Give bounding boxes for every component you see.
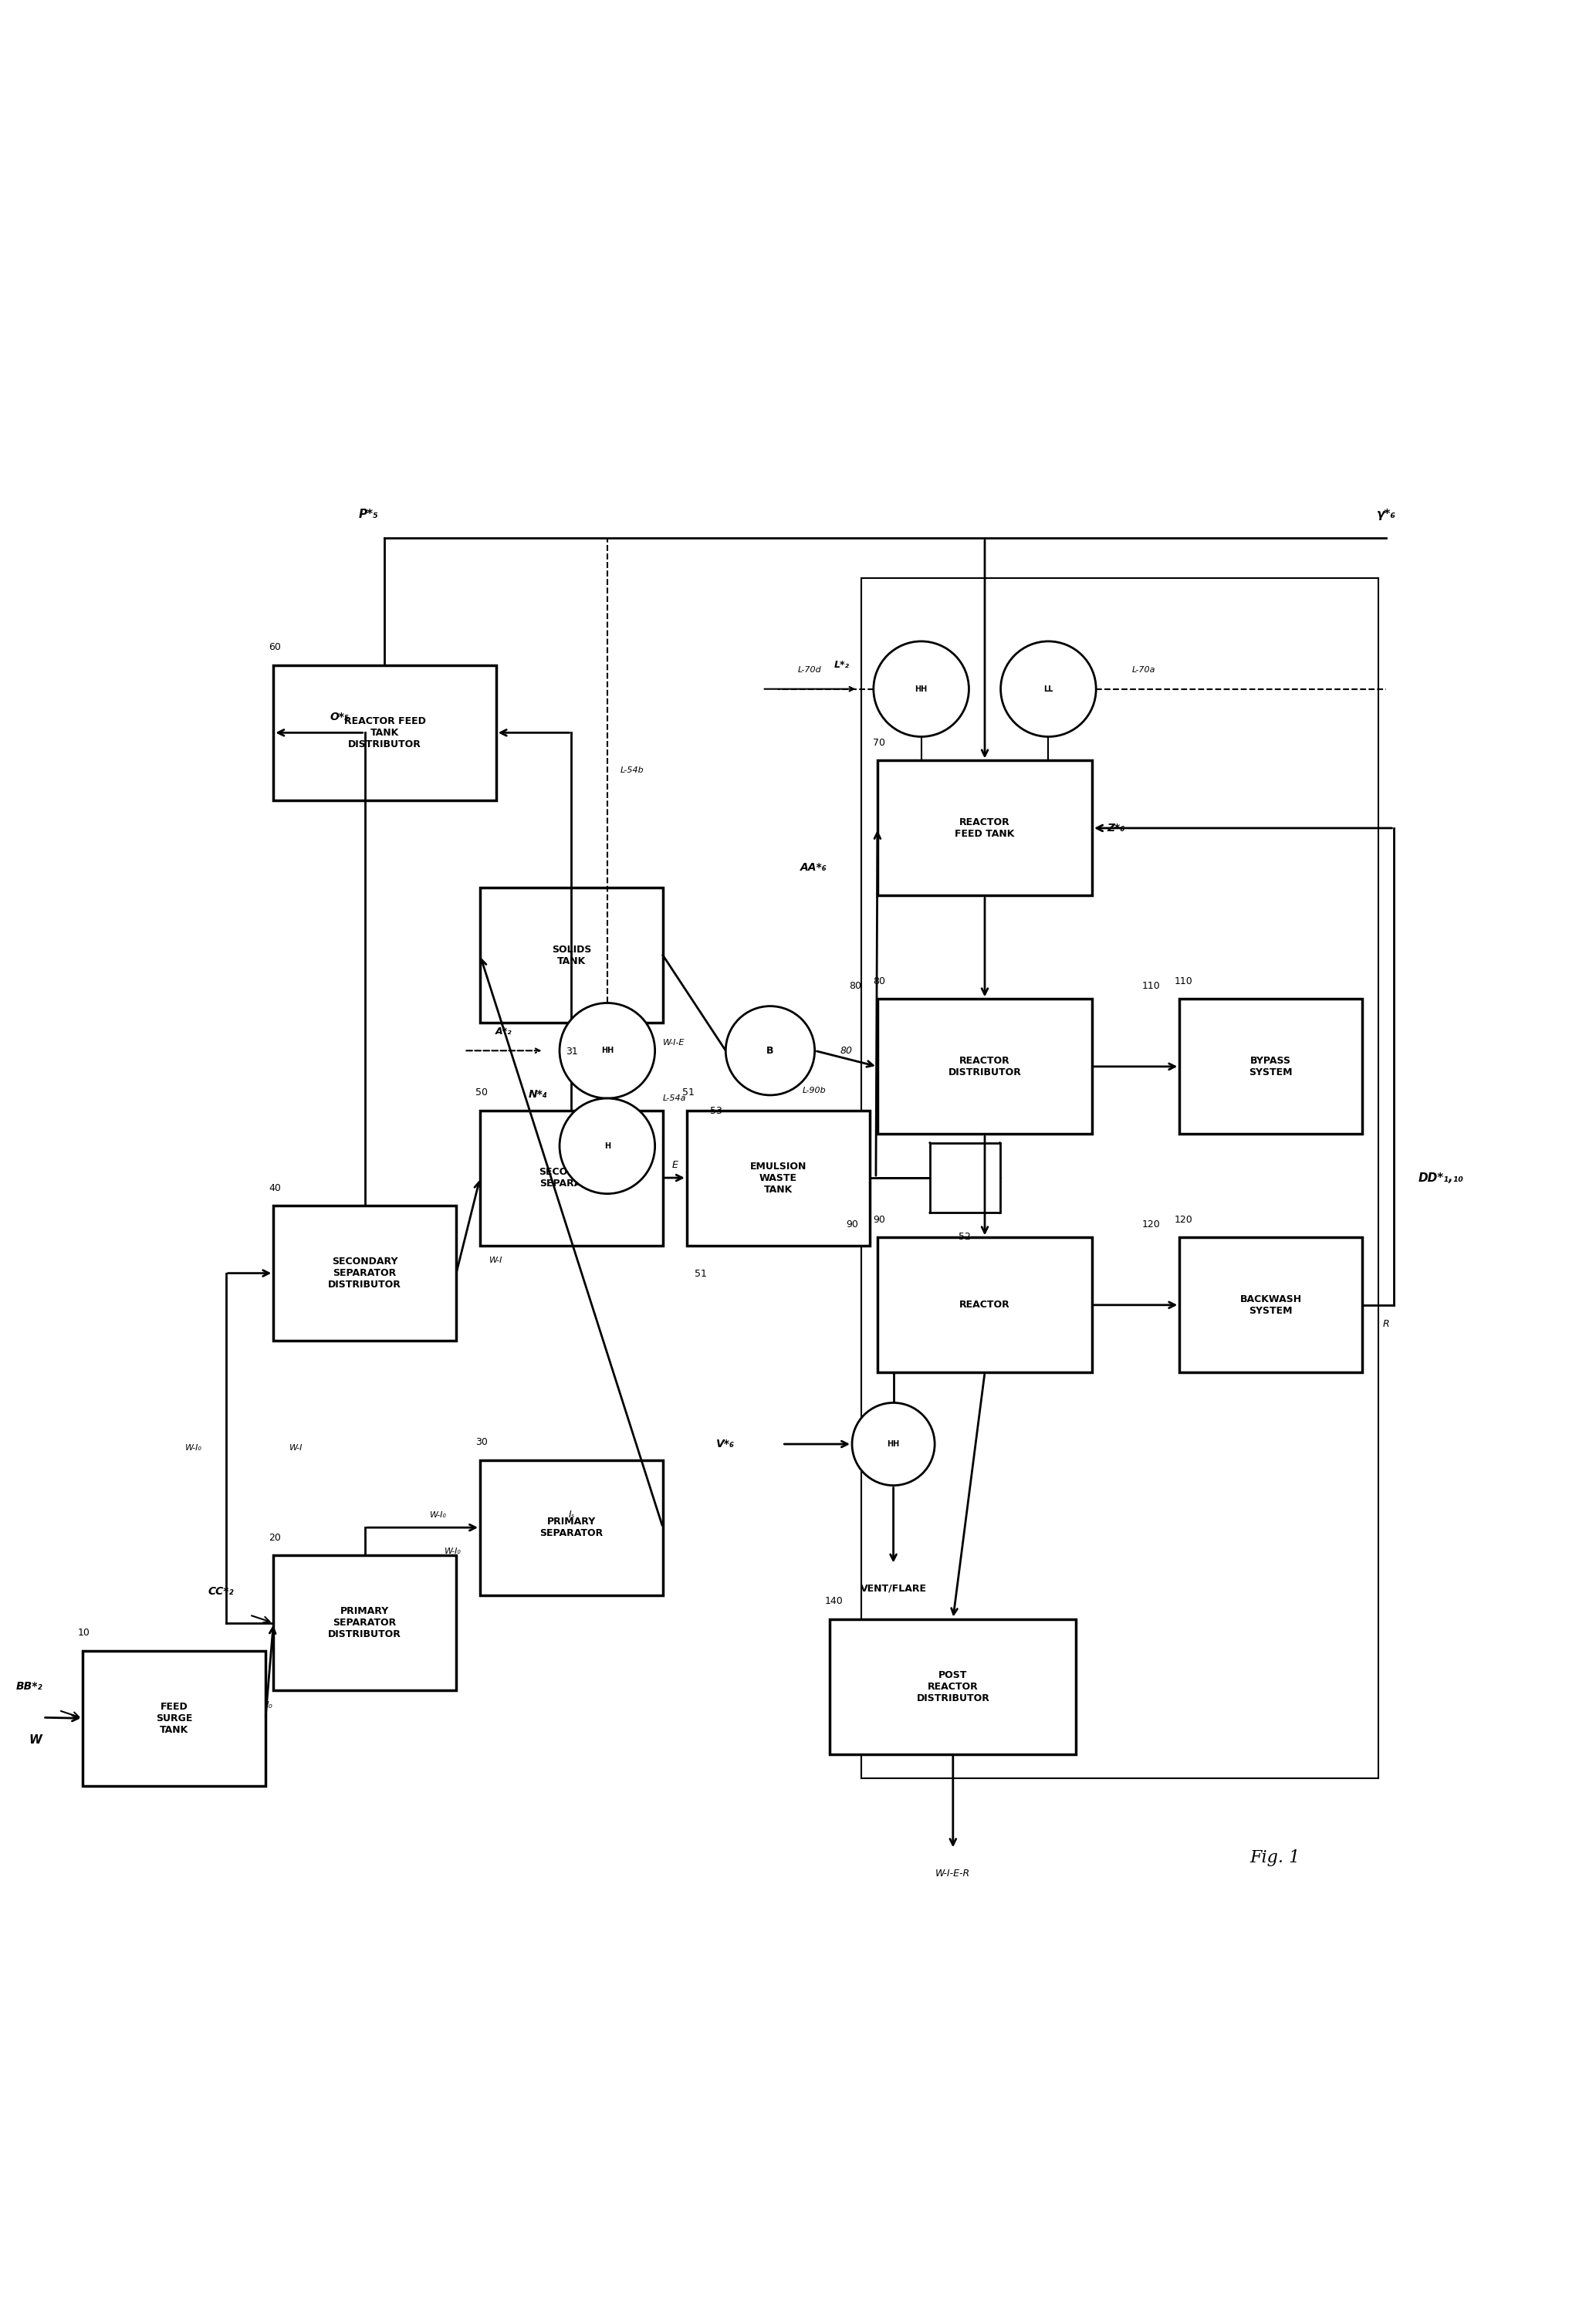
Text: W-I₀: W-I₀ <box>185 1444 203 1451</box>
Text: 110: 110 <box>1143 982 1160 991</box>
FancyBboxPatch shape <box>878 998 1092 1134</box>
Text: 10: 10 <box>78 1628 91 1638</box>
Text: BACKWASH
SYSTEM: BACKWASH SYSTEM <box>1240 1295 1302 1316</box>
Text: 30: 30 <box>476 1438 487 1447</box>
Circle shape <box>852 1403 935 1486</box>
FancyBboxPatch shape <box>1179 998 1363 1134</box>
Text: SECONDARY
SEPARATOR
DISTRIBUTOR: SECONDARY SEPARATOR DISTRIBUTOR <box>329 1256 402 1290</box>
FancyBboxPatch shape <box>1179 1237 1363 1373</box>
Text: HH: HH <box>602 1046 613 1053</box>
Text: P*₅: P*₅ <box>359 508 378 520</box>
Text: 60: 60 <box>268 642 281 653</box>
FancyBboxPatch shape <box>273 665 496 800</box>
Circle shape <box>726 1005 814 1095</box>
FancyBboxPatch shape <box>273 1555 456 1691</box>
Text: 40: 40 <box>268 1182 281 1194</box>
Text: 110: 110 <box>1175 975 1194 987</box>
Text: N*₄: N*₄ <box>528 1088 547 1099</box>
Text: 120: 120 <box>1143 1219 1160 1231</box>
Text: L-70d: L-70d <box>798 667 822 674</box>
Text: W-I₀: W-I₀ <box>444 1548 461 1555</box>
Text: AA*₆: AA*₆ <box>801 862 827 874</box>
Text: L-70a: L-70a <box>1132 667 1156 674</box>
Text: O*₅: O*₅ <box>329 711 350 722</box>
Text: L*₂: L*₂ <box>835 660 849 669</box>
Text: 52: 52 <box>959 1231 970 1242</box>
Text: EMULSION
WASTE
TANK: EMULSION WASTE TANK <box>750 1162 806 1194</box>
Text: L-54a: L-54a <box>662 1095 686 1102</box>
FancyBboxPatch shape <box>480 1460 662 1596</box>
Text: HH: HH <box>887 1440 900 1449</box>
Text: REACTOR FEED
TANK
DISTRIBUTOR: REACTOR FEED TANK DISTRIBUTOR <box>343 715 426 750</box>
Text: REACTOR
DISTRIBUTOR: REACTOR DISTRIBUTOR <box>948 1056 1021 1076</box>
Text: 50: 50 <box>476 1088 488 1097</box>
Text: PRIMARY
SEPARATOR: PRIMARY SEPARATOR <box>539 1516 603 1539</box>
Text: I₀: I₀ <box>267 1700 273 1711</box>
Text: 120: 120 <box>1175 1214 1194 1224</box>
Text: BB*₂: BB*₂ <box>16 1681 43 1693</box>
Text: 140: 140 <box>825 1596 843 1605</box>
Text: W-I-E-R: W-I-E-R <box>935 1868 970 1879</box>
Circle shape <box>560 1099 654 1194</box>
FancyBboxPatch shape <box>480 1111 662 1244</box>
FancyBboxPatch shape <box>480 888 662 1023</box>
Text: W-I₀: W-I₀ <box>429 1511 447 1518</box>
Text: 51: 51 <box>694 1270 707 1279</box>
Text: CC*₂: CC*₂ <box>207 1585 233 1596</box>
Text: γ*₆: γ*₆ <box>1376 508 1396 520</box>
Text: E: E <box>672 1159 678 1171</box>
Text: POST
REACTOR
DISTRIBUTOR: POST REACTOR DISTRIBUTOR <box>916 1670 990 1702</box>
Circle shape <box>873 642 969 736</box>
Text: 53: 53 <box>710 1106 723 1116</box>
Circle shape <box>560 1003 654 1099</box>
Text: LL: LL <box>1044 685 1053 692</box>
Text: 80: 80 <box>849 982 862 991</box>
Text: 90: 90 <box>846 1219 859 1231</box>
FancyBboxPatch shape <box>686 1111 870 1244</box>
Text: VENT/FLARE: VENT/FLARE <box>860 1585 927 1594</box>
Text: L-90b: L-90b <box>803 1086 827 1095</box>
Text: W-I: W-I <box>289 1444 303 1451</box>
Text: HH: HH <box>915 685 927 692</box>
Text: W-I: W-I <box>490 1256 503 1265</box>
Text: W-I-E: W-I-E <box>662 1040 685 1046</box>
FancyBboxPatch shape <box>273 1205 456 1341</box>
Text: B: B <box>766 1046 774 1056</box>
Text: DD*₁,₁₀: DD*₁,₁₀ <box>1417 1173 1464 1184</box>
Text: SECONDARY
SEPARATOR: SECONDARY SEPARATOR <box>538 1166 605 1189</box>
Text: 51: 51 <box>681 1088 694 1097</box>
Bar <box>930 1143 999 1212</box>
FancyBboxPatch shape <box>83 1651 265 1785</box>
Text: 20: 20 <box>268 1532 281 1543</box>
Text: V*₆: V*₆ <box>715 1440 734 1449</box>
Circle shape <box>1001 642 1096 736</box>
Bar <box>862 577 1379 1778</box>
Text: R: R <box>1382 1320 1390 1329</box>
Text: L-54b: L-54b <box>619 766 643 775</box>
Text: PRIMARY
SEPARATOR
DISTRIBUTOR: PRIMARY SEPARATOR DISTRIBUTOR <box>329 1605 402 1640</box>
Text: FEED
SURGE
TANK: FEED SURGE TANK <box>156 1702 193 1734</box>
Text: BYPASS
SYSTEM: BYPASS SYSTEM <box>1250 1056 1293 1076</box>
Text: Fig. 1: Fig. 1 <box>1250 1849 1301 1865</box>
Text: Z*₆: Z*₆ <box>1108 823 1125 833</box>
Text: REACTOR
FEED TANK: REACTOR FEED TANK <box>954 816 1015 839</box>
Text: H: H <box>605 1143 610 1150</box>
FancyBboxPatch shape <box>878 1237 1092 1373</box>
FancyBboxPatch shape <box>878 761 1092 895</box>
Text: 90: 90 <box>873 1214 884 1224</box>
Text: 31: 31 <box>565 1046 578 1056</box>
Text: REACTOR: REACTOR <box>959 1299 1010 1311</box>
Text: SOLIDS
TANK: SOLIDS TANK <box>552 945 591 966</box>
Text: 80: 80 <box>873 975 886 987</box>
Text: 80: 80 <box>839 1046 852 1056</box>
Text: Iₛ: Iₛ <box>568 1509 575 1520</box>
Text: W: W <box>29 1734 41 1746</box>
FancyBboxPatch shape <box>830 1619 1076 1755</box>
Text: 70: 70 <box>873 738 886 748</box>
Text: A*₂: A*₂ <box>496 1026 512 1037</box>
